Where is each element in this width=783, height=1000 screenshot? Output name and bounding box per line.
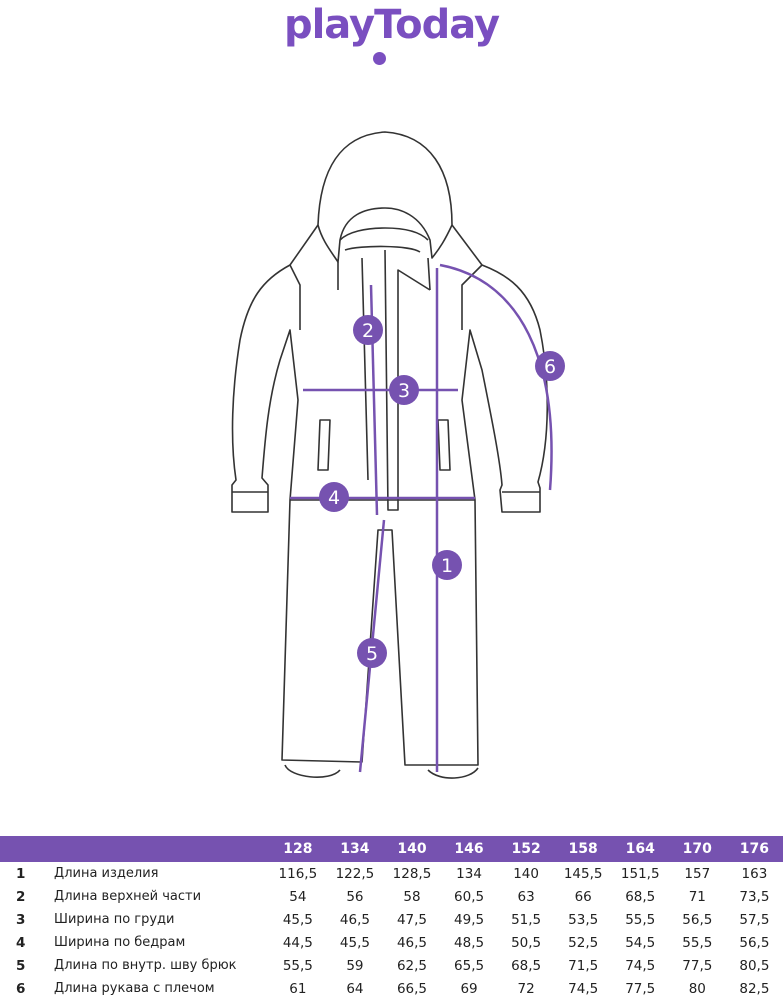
marker-4: 4 [328,487,340,509]
cell-value: 50,5 [511,934,542,951]
marker-1: 1 [441,555,453,577]
table-row: 5 Длина по внутр. шву брюк 55,5 59 62,5 65,5 6… [0,954,783,977]
row-number: 6 [16,980,26,997]
table-row: 1 Длина изделия 116,5 122,5 128,5 134 140 145,5… [0,862,783,885]
row-number: 2 [16,888,26,905]
row-number: 5 [16,957,26,974]
cell-value: 60,5 [454,888,485,905]
cell-value: 47,5 [396,911,428,928]
cell-value: 68,5 [625,888,656,905]
cell-value: 74,5 [568,980,599,997]
cell-value: 44,5 [282,934,313,951]
jumpsuit-diagram: 1 2 3 4 5 6 [231,131,565,779]
arrow-6 [439,263,553,491]
cell-value: 66,5 [396,980,428,997]
cell-value: 134 [456,865,482,882]
cell-value: 80,5 [739,957,770,974]
cell-value: 65,5 [454,957,485,974]
cell-value: 71 [688,888,706,905]
row-label: Длина изделия [54,866,159,881]
size-header: 158 [568,841,598,857]
cell-value: 74,5 [625,957,656,974]
cell-value: 46,5 [339,911,370,928]
cell-value: 68,5 [511,957,542,974]
cell-value: 128,5 [392,865,432,882]
row-label: Ширина по груди [54,912,175,927]
row-label: Длина по внутр. шву брюк [54,958,237,973]
cell-value: 58 [403,888,421,905]
cell-value: 73,5 [739,888,770,905]
size-header: 164 [625,841,655,857]
marker-6: 6 [544,356,556,378]
size-header: 140 [397,841,427,857]
cell-value: 52,5 [568,934,599,951]
brand-logo: playToday [0,2,783,48]
cell-value: 71,5 [568,957,599,974]
cell-value: 82,5 [739,980,770,997]
marker-circles [319,315,565,668]
cell-value: 54 [289,888,307,905]
cell-value: 57,5 [739,911,770,928]
cell-value: 56 [346,888,364,905]
jumpsuit-outline [231,131,549,779]
cell-value: 55,5 [282,957,313,974]
row-label: Ширина по бедрам [54,935,186,950]
size-header: 176 [739,841,770,857]
cell-value: 66 [574,888,592,905]
logo-dot [373,52,386,65]
cell-value: 145,5 [563,865,603,882]
row-label: Длина верхней части [54,889,202,904]
cell-value: 63 [517,888,535,905]
cell-value: 122,5 [335,865,375,882]
cell-value: 80 [688,980,706,997]
cell-value: 45,5 [282,911,313,928]
table-row: 6 Длина рукава с плечом 61 64 66,5 69 72 74,5 77… [0,977,783,1000]
cell-value: 59 [346,957,364,974]
size-header: 146 [454,841,484,857]
cell-value: 45,5 [339,934,370,951]
logo-text: playToday [283,2,500,48]
cell-value: 54,5 [625,934,656,951]
cell-value: 77,5 [625,980,656,997]
cell-value: 64 [346,980,364,997]
size-header: 134 [340,841,370,857]
row-label: Длина рукава с плечом [54,981,215,996]
marker-3: 3 [398,380,410,402]
cell-value: 116,5 [278,865,318,882]
cell-value: 72 [517,980,535,997]
cell-value: 56,5 [739,934,770,951]
size-header: 170 [682,841,712,857]
cell-value: 151,5 [620,865,660,882]
size-header-row: 128 134 140 146 152 158 164 170 176 [0,836,783,862]
table-row: 4 Ширина по бедрам 44,5 45,5 46,5 48,5 50,5 52,… [0,931,783,954]
size-table: 128 134 140 146 152 158 164 170 176 1 Длина издел… [0,836,783,1000]
cell-value: 61 [289,980,307,997]
table-row: 2 Длина верхней части 54 56 58 60,5 63 66 68,5 71… [0,885,783,908]
marker-5: 5 [366,643,378,665]
cell-value: 46,5 [396,934,428,951]
cell-value: 69 [460,980,478,997]
cell-value: 55,5 [682,934,713,951]
cell-value: 55,5 [625,911,656,928]
measurement-arrows [290,263,553,773]
cell-value: 157 [684,865,711,882]
cell-value: 51,5 [511,911,542,928]
cell-value: 140 [513,865,539,882]
row-number: 1 [16,865,26,882]
cell-value: 49,5 [454,911,485,928]
cell-value: 53,5 [568,911,599,928]
cell-value: 56,5 [682,911,713,928]
row-number: 3 [16,911,26,928]
marker-2: 2 [362,320,374,342]
cell-value: 62,5 [396,957,428,974]
table-row: 3 Ширина по груди 45,5 46,5 47,5 49,5 51,5 53,5… [0,908,783,931]
cell-value: 77,5 [682,957,713,974]
cell-value: 163 [741,865,768,882]
size-header: 152 [511,841,541,857]
size-header: 128 [283,841,313,857]
row-number: 4 [16,934,26,951]
cell-value: 48,5 [454,934,485,951]
